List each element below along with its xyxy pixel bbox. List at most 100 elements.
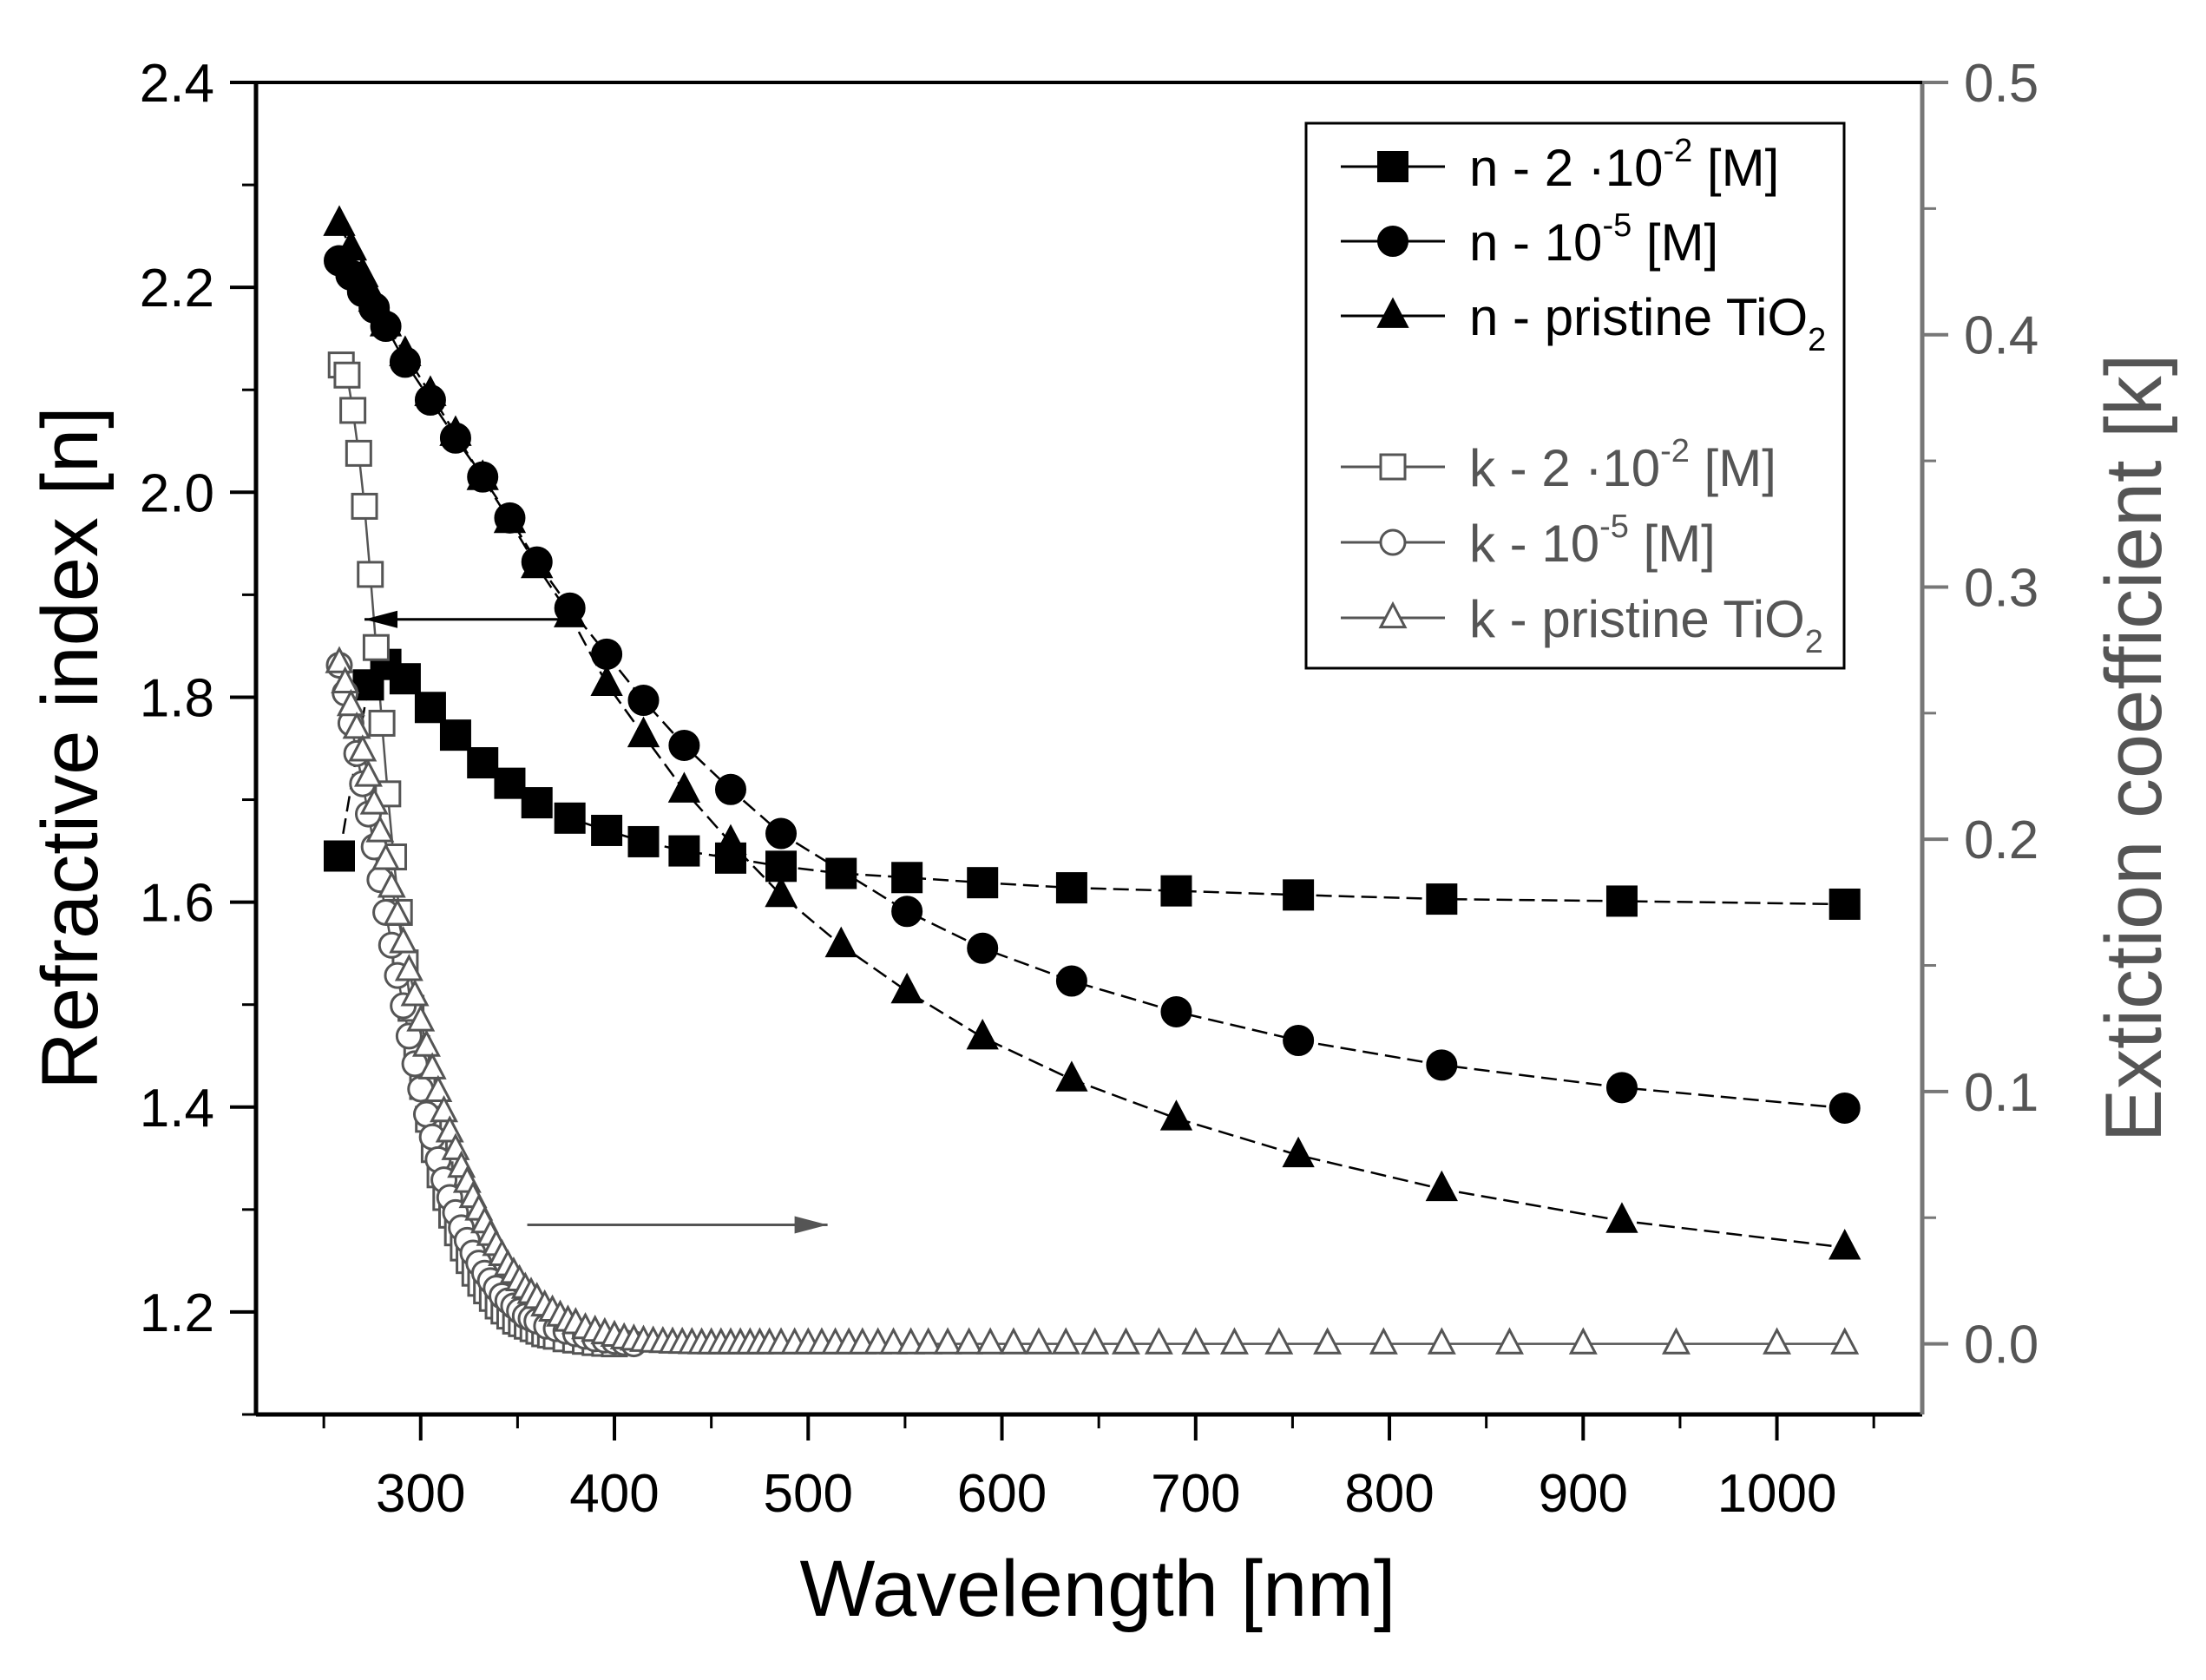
data-point	[1369, 1327, 1398, 1355]
legend-text: k - 2 ·10	[1469, 439, 1660, 497]
data-point	[1080, 1327, 1110, 1355]
data-point	[591, 814, 623, 846]
legend-marker-n2	[1377, 226, 1408, 257]
plot-frame	[253, 81, 1925, 1417]
legend-label-k2: k - 10-5 [M]	[1469, 509, 1716, 573]
data-point	[967, 867, 999, 899]
legend-suffix: [M]	[1629, 515, 1716, 573]
x-tick-label: 900	[1539, 1464, 1628, 1524]
legend-text: n - 2 ·10	[1469, 139, 1663, 197]
data-point	[1605, 1072, 1638, 1104]
x-tick-label: 700	[1151, 1464, 1240, 1524]
data-point	[383, 898, 412, 926]
y-left-tick-label: 2.4	[140, 54, 214, 114]
data-point	[1427, 1327, 1456, 1355]
data-point	[368, 709, 396, 737]
data-point	[891, 862, 923, 894]
y-right-tick-label: 0.5	[1964, 54, 2039, 114]
data-point	[423, 1074, 453, 1103]
data-point	[1763, 1327, 1792, 1355]
data-point	[1144, 1327, 1173, 1355]
data-point	[359, 787, 389, 815]
data-point	[389, 335, 422, 366]
data-point	[414, 692, 446, 724]
legend-subscript: 2	[1805, 624, 1823, 660]
data-point	[975, 1327, 1005, 1355]
legend-suffix: [M]	[1632, 213, 1718, 272]
data-point	[1830, 1327, 1860, 1355]
data-point	[417, 1052, 447, 1080]
data-point	[333, 361, 361, 389]
data-point	[377, 870, 406, 898]
data-point	[521, 787, 553, 819]
data-point	[1181, 1327, 1211, 1355]
legend-marker-n1	[1377, 151, 1408, 182]
data-point	[1425, 1170, 1458, 1202]
x-tick-label: 800	[1344, 1464, 1434, 1524]
data-point	[879, 1327, 908, 1355]
data-point	[414, 375, 447, 406]
legend-suffix: [M]	[1692, 139, 1779, 197]
y-left-tick-label: 1.6	[140, 874, 214, 934]
legend-marker-k2	[1379, 528, 1407, 556]
data-point	[999, 1327, 1028, 1355]
data-point	[357, 561, 384, 588]
legend-text: n - 10	[1469, 213, 1602, 272]
data-point	[591, 638, 623, 670]
y-right-tick-label: 0.0	[1964, 1316, 2039, 1375]
data-point	[1055, 872, 1087, 904]
data-point	[1313, 1327, 1343, 1355]
y-axis-left-label: Refractive index [n]	[26, 406, 115, 1089]
data-point	[1605, 885, 1638, 917]
data-point	[627, 685, 660, 717]
y-left-tick-label: 1.8	[140, 668, 214, 728]
y-left-tick-label: 2.0	[140, 463, 214, 523]
data-point	[371, 843, 401, 870]
legend-label-n1: n - 2 ·10-2 [M]	[1469, 133, 1779, 197]
data-point	[1111, 1327, 1140, 1355]
data-point	[400, 979, 430, 1007]
arrow-to-left-axis-head	[364, 610, 398, 628]
data-point	[493, 502, 527, 534]
data-point	[430, 1094, 459, 1123]
data-point	[358, 280, 391, 312]
data-point	[825, 857, 857, 889]
data-point	[1219, 1327, 1249, 1355]
legend-superscript: -5	[1599, 509, 1629, 545]
data-point	[1159, 1099, 1193, 1131]
y-right-tick-label: 0.1	[1964, 1063, 2039, 1123]
data-point	[466, 459, 499, 490]
data-point	[1828, 888, 1861, 920]
data-point	[1426, 1049, 1458, 1081]
data-point	[714, 824, 747, 856]
data-point	[1051, 1327, 1080, 1355]
x-tick-label: 400	[569, 1464, 659, 1524]
data-point	[1283, 879, 1315, 911]
series-points	[323, 205, 1861, 1358]
legend-label-k1: k - 2 ·10-2 [M]	[1469, 433, 1776, 497]
legend-text: k - 10	[1469, 515, 1599, 573]
y-left-tick-label: 1.4	[140, 1079, 214, 1139]
data-point	[890, 972, 923, 1004]
y-right-tick-label: 0.2	[1964, 810, 2039, 870]
data-point	[336, 688, 365, 717]
data-point	[554, 802, 586, 834]
legend-marker-n3	[1376, 297, 1409, 328]
data-point	[914, 1327, 943, 1355]
data-point	[494, 767, 526, 799]
data-point	[439, 719, 471, 751]
data-point	[1160, 875, 1192, 907]
data-point	[348, 734, 378, 762]
data-point	[339, 397, 367, 424]
x-axis-label: Wavelength [nm]	[800, 1545, 1396, 1633]
legend-subscript: 2	[1808, 322, 1826, 358]
data-point	[824, 926, 857, 958]
data-point	[667, 771, 701, 803]
data-point	[933, 1327, 962, 1355]
arrow-to-right-axis-head	[794, 1216, 828, 1234]
x-tick-label: 300	[376, 1464, 465, 1524]
data-point	[891, 896, 923, 928]
data-point	[334, 229, 368, 261]
data-point	[1828, 1229, 1861, 1260]
